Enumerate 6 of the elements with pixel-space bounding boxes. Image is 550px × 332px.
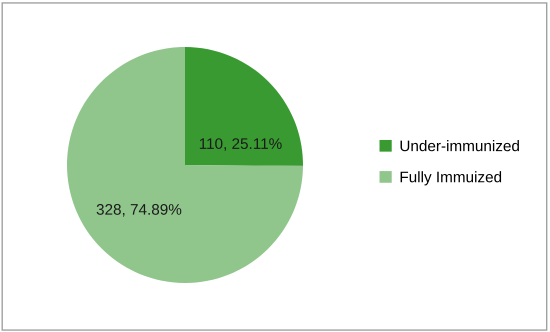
legend-label: Fully Immuized	[400, 171, 502, 186]
pie-slice	[185, 47, 303, 166]
data-label: 110, 25.11%	[200, 138, 282, 151]
legend-label: Under-immunized	[400, 140, 519, 152]
data-label: 328, 74.89%	[96, 204, 182, 217]
pie-slice	[67, 47, 303, 283]
